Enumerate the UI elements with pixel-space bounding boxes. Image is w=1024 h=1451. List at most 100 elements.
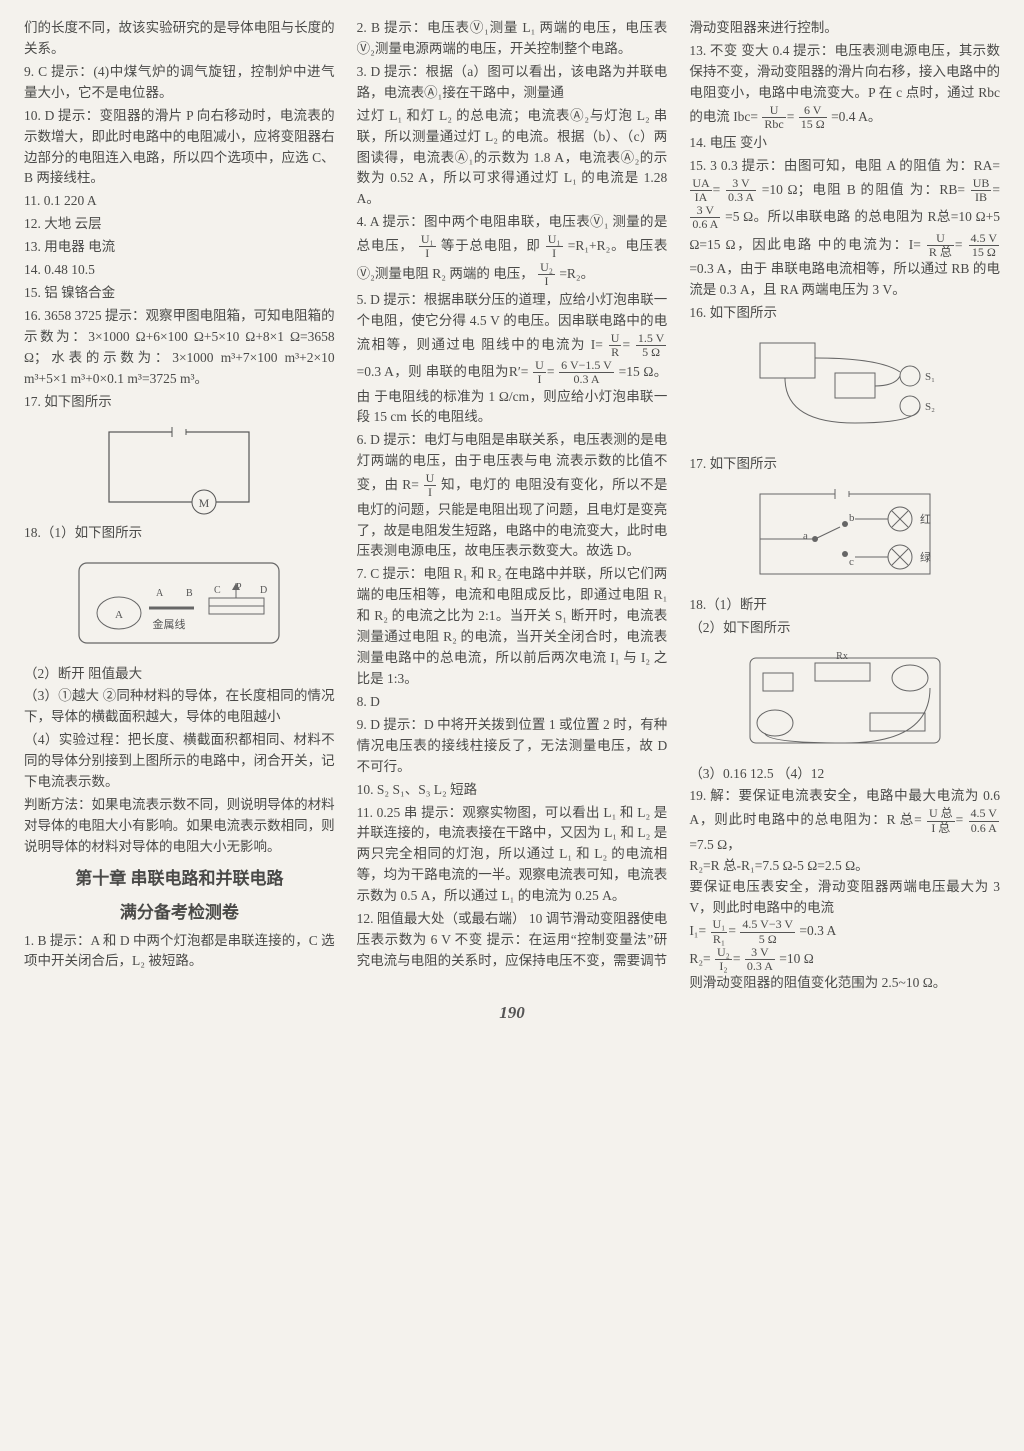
c2-q11: 11. 0.25 串 提示：观察实物图，可以看出 L₁ 和 L₂ 是并联连接的，… — [357, 803, 668, 908]
t: 电压， — [493, 265, 534, 280]
frac: 6 V15 Ω — [799, 104, 827, 131]
c2-q10: 10. S₂ S₁、S₃ L₂ 短路 — [357, 780, 668, 801]
t: 中的电流为：I= — [818, 236, 921, 251]
c1-s1: 1. B 提示：A 和 D 中两个灯泡都是串联连接的，C 选项中开关闭合后，L₂… — [24, 931, 335, 973]
c1-q18e: 判断方法：如果电流表示数不同，则说明导体的材料对导体的电阻大小有影响。如果电流表… — [24, 795, 335, 858]
c1-q18a: 18.（1）如下图所示 — [24, 523, 335, 544]
c2-q6: 6. D 提示：电灯与电阻是串联关系，电压表测的是电灯两端的电压，由于电压表与电… — [357, 430, 668, 562]
frac: U 总I 总 — [927, 807, 955, 834]
svg-text:C: C — [214, 585, 221, 596]
diagram-17b: 红 绿 a b c — [689, 479, 1000, 589]
t: =10 Ω — [779, 951, 814, 966]
svg-text:A: A — [156, 588, 164, 599]
c3-q18b: （2）如下图所示 — [689, 618, 1000, 639]
frac: UI — [424, 472, 437, 499]
t: 4. A 提示：图中两个电阻串联，电压表Ⓥ₁ — [357, 214, 609, 229]
svg-text:a: a — [803, 530, 808, 542]
frac: U₁I — [546, 233, 563, 260]
frac: UR 总 — [927, 232, 954, 259]
c2-q4: 4. A 提示：图中两个电阻串联，电压表Ⓥ₁ 测量的是总电压， U₁I 等于总电… — [357, 212, 668, 288]
frac: 3 V0.3 A — [726, 177, 756, 204]
frac: 3 V0.6 A — [690, 204, 720, 231]
t: 为：RA= — [945, 158, 1000, 173]
c3-q17: 17. 如下图所示 — [689, 454, 1000, 475]
diagram-18b: Rx — [689, 643, 1000, 758]
frac: 3 V0.3 A — [745, 946, 775, 973]
c2-q8: 8. D — [357, 692, 668, 713]
t: I₁= — [689, 923, 706, 938]
c2-p1: 过灯 L₁ 和灯 L₂ 的总电流；电流表Ⓐ₂与灯泡 L₂ 串联，所以测量通过灯 … — [357, 106, 668, 211]
t: 串联的电阻为R′= — [426, 364, 529, 379]
c1-s3: 3. D 提示：根据（a）图可以看出，该电路为并联电路，电流表Ⓐ₁接在干路中，测… — [357, 62, 668, 104]
svg-text:D: D — [260, 585, 267, 596]
t: =0.4 A。 — [831, 108, 881, 123]
frac: 1.5 V5 Ω — [636, 332, 666, 359]
c3-q19: 19. 解：要保证电流表安全，电路中最大电流为 0.6 A，则此时电路中的总电阻… — [689, 786, 1000, 994]
t: =R₂。 — [559, 265, 594, 280]
heading-chapter: 第十章 串联电路和并联电路 — [24, 866, 335, 892]
frac: URbc — [762, 104, 785, 131]
frac: 4.5 V15 Ω — [969, 232, 999, 259]
heading-test: 满分备考检测卷 — [24, 900, 335, 926]
svg-text:A: A — [115, 609, 123, 621]
c1-q17: 17. 如下图所示 — [24, 392, 335, 413]
diagram-18: A 金属线 A B C P D — [24, 548, 335, 658]
svg-text:S₂: S₂ — [925, 401, 935, 413]
t: Ibc= — [733, 108, 758, 123]
svg-text:绿: 绿 — [920, 550, 931, 564]
t: 阻线中的电流为 I= — [481, 337, 603, 352]
c2-q7: 7. C 提示：电阻 R₁ 和 R₂ 在电路中并联，所以它们两端的电压相等，电流… — [357, 564, 668, 690]
c1-q18b: （2）断开 阻值最大 — [24, 664, 335, 685]
page-number: 190 — [24, 1000, 1000, 1026]
svg-text:S₁: S₁ — [925, 371, 935, 383]
c3-q15: 15. 3 0.3 提示：由图可知，电阻 A 的阻值 为：RA= UAIA= 3… — [689, 156, 1000, 301]
svg-text:红: 红 — [920, 513, 931, 526]
c2-q9: 9. D 提示：D 中将开关拨到位置 1 或位置 2 时，有种情况电压表的接线柱… — [357, 715, 668, 778]
diagram-17: M — [24, 417, 335, 517]
svg-text:Rx: Rx — [836, 651, 848, 662]
svg-text:B: B — [186, 588, 193, 599]
c1-q18c: （3）①越大 ②同种材料的导体，在长度相同的情况下，导体的横截面积越大，导体的电… — [24, 686, 335, 728]
c3-q18a: 18.（1）断开 — [689, 595, 1000, 616]
t: 则滑动变阻器的阻值变化范围为 2.5~10 Ω。 — [689, 975, 946, 990]
frac: U₁I — [419, 233, 436, 260]
frac: 4.5 V−3 V5 Ω — [740, 918, 795, 945]
c2-q5: 5. D 提示：根据串联分压的道理，应给小灯泡串联一个电阻，使它分得 4.5 V… — [357, 290, 668, 428]
svg-text:b: b — [849, 512, 855, 524]
t: =10 Ω；电阻 B 的阻值 — [762, 182, 905, 197]
diagram-16b: S₁ S₂ — [689, 328, 1000, 448]
c1-q11: 11. 0.1 220 A — [24, 191, 335, 212]
frac: U₂I₂ — [715, 946, 732, 973]
c1-q16: 16. 3658 3725 提示：观察甲图电阻箱，可知电阻箱的示数为：3×100… — [24, 306, 335, 390]
t: R₂=R 总-R₁=7.5 Ω-5 Ω=2.5 Ω。 — [689, 858, 868, 873]
frac: UI — [533, 359, 546, 386]
t: 要保证电压表安全，滑动变阻器两端电压最大为 3 V，则此时电路中的电流 — [689, 879, 1000, 915]
c2-q12: 12. 阻值最大处（或最右端） 10 调节滑动变阻器使电压表示数为 6 V 不变… — [357, 909, 668, 972]
c1-q15: 15. 铝 镍铬合金 — [24, 283, 335, 304]
t: 15. 3 0.3 提示：由图可知，电阻 A 的阻值 — [689, 158, 941, 173]
svg-text:M: M — [199, 496, 210, 510]
frac: UAIA — [690, 177, 711, 204]
c1-s2: 2. B 提示：电压表Ⓥ₁测量 L₁ 两端的电压，电压表Ⓥ₂测量电源两端的电压，… — [357, 18, 668, 60]
c1-q10: 10. D 提示：变阻器的滑片 P 向右移动时，电流表的示数增大，即此时电路中的… — [24, 106, 335, 190]
t: 等于总电阻，即 — [441, 238, 541, 253]
frac: 4.5 V0.6 A — [969, 807, 999, 834]
t: =0.3 A，则 — [357, 364, 422, 379]
c1-q13: 13. 用电器 电流 — [24, 237, 335, 258]
c3-q13: 13. 不变 变大 0.4 提示：电压表测电源电压，其示数保持不变，滑动变阻器的… — [689, 41, 1000, 131]
c3-q14: 14. 电压 变小 — [689, 133, 1000, 154]
c3-q18c: （3）0.16 12.5 （4）12 — [689, 764, 1000, 785]
frac: 6 V−1.5 V0.3 A — [559, 359, 614, 386]
frac: U₁R₁ — [711, 918, 728, 945]
c1-q18d: （4）实验过程：把长度、横截面积都相同、材料不同的导体分别接到上图所示的电路中，… — [24, 730, 335, 793]
t: =5 Ω。所以串联电路 — [725, 209, 851, 224]
c1-q12: 12. 大地 云层 — [24, 214, 335, 235]
c1-q14: 14. 0.48 10.5 — [24, 260, 335, 281]
t: =0.3 A，由于 — [689, 261, 767, 276]
t: 知，电灯的 — [441, 477, 511, 492]
t: 于电阻线的标准为 1 Ω/cm，则应给小灯泡串联一段 15 cm 长的电阻线。 — [357, 389, 668, 425]
c3-p1: 滑动变阻器来进行控制。 — [689, 18, 1000, 39]
frac: U₂I — [538, 261, 555, 288]
t: 为：RB= — [910, 182, 965, 197]
frac: UR — [609, 332, 622, 359]
